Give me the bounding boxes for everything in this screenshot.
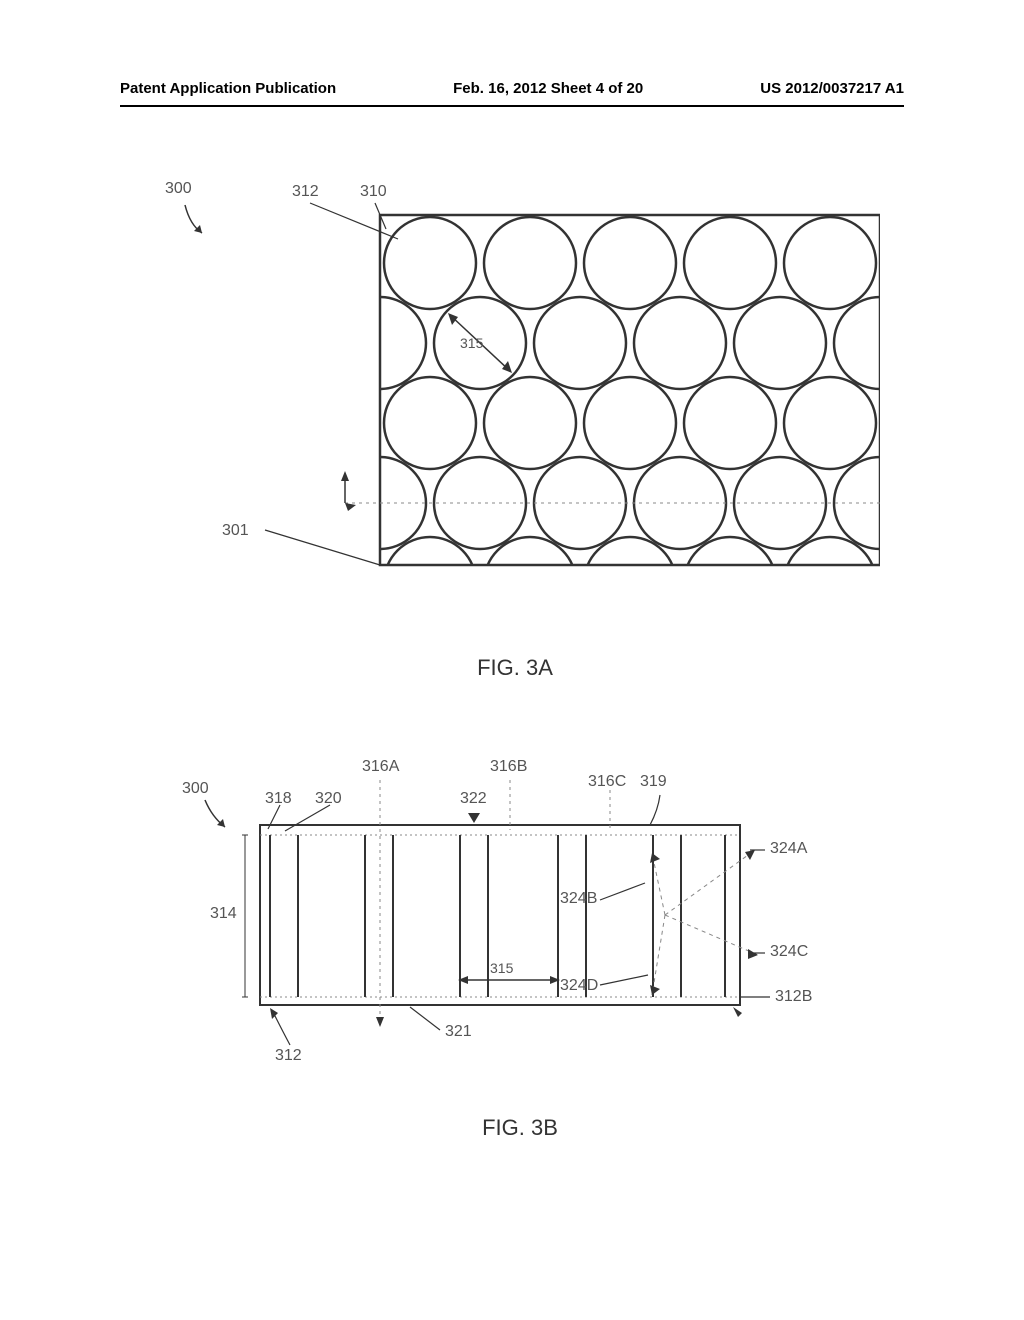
ref-301: 301 — [222, 522, 249, 540]
figure-3a-svg — [150, 185, 880, 615]
ref-316b: 316B — [490, 758, 527, 776]
fig-b-box — [260, 825, 740, 1005]
ref-316a: 316A — [362, 758, 399, 776]
header-right: US 2012/0037217 A1 — [760, 80, 904, 97]
header-center: Feb. 16, 2012 Sheet 4 of 20 — [453, 80, 643, 97]
ref-324d: 324D — [560, 977, 598, 995]
figure-3b: 300 318 320 316A 322 316B 316C 319 314 3… — [170, 755, 870, 1085]
ref-315-a: 315 — [460, 335, 483, 351]
ref-300-b: 300 — [182, 780, 209, 798]
page-header: Patent Application Publication Feb. 16, … — [0, 80, 1024, 97]
ref-324a: 324A — [770, 840, 807, 858]
figure-3b-label: FIG. 3B — [170, 1115, 870, 1141]
ref-320: 320 — [315, 790, 342, 808]
ref-324c: 324C — [770, 943, 808, 961]
fig-a-box — [380, 215, 880, 565]
figure-3a-label: FIG. 3A — [150, 655, 880, 681]
ref-312-b: 312 — [275, 1047, 302, 1065]
header-divider — [120, 105, 904, 107]
ray-beams — [652, 850, 758, 995]
ref-316c: 316C — [588, 773, 626, 791]
ref-312-a: 312 — [292, 183, 319, 201]
ref-310: 310 — [360, 183, 387, 201]
fig-a-circles — [334, 217, 880, 615]
ref-318: 318 — [265, 790, 292, 808]
ref-314: 314 — [210, 905, 237, 923]
leader-312 — [310, 203, 398, 239]
ref-315-b: 315 — [490, 960, 513, 976]
ref-324b: 324B — [560, 890, 597, 908]
ref-321: 321 — [445, 1023, 472, 1041]
figure-3a: 300 312 310 315 301 FIG. 3A — [150, 185, 880, 585]
ref-319: 319 — [640, 773, 667, 791]
ref-322: 322 — [460, 790, 487, 808]
header-left: Patent Application Publication — [120, 80, 336, 97]
ref-300-a: 300 — [165, 180, 192, 198]
leader-301 — [265, 530, 380, 565]
ref-312b: 312B — [775, 988, 812, 1006]
